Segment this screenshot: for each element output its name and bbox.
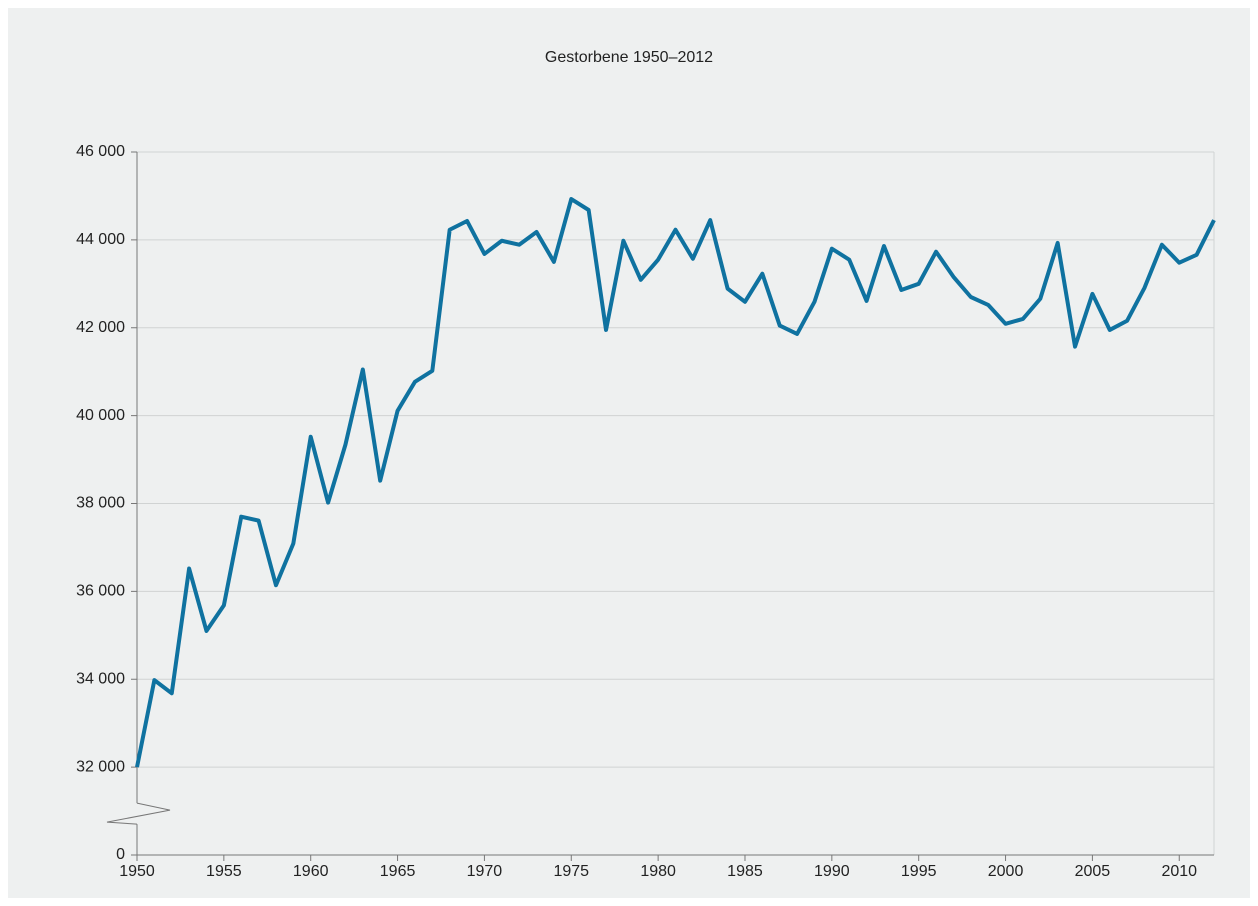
y-tick-label: 36 000 <box>76 583 125 600</box>
y-tick-label: 46 000 <box>76 143 125 160</box>
data-line <box>135 197 1216 768</box>
x-tick-label: 2010 <box>1161 863 1197 880</box>
axes: 0 32 000 34 000 36 000 38 000 40 000 42 000 44 … <box>76 143 1214 880</box>
x-tick-label: 1970 <box>467 863 503 880</box>
y-tick-label: 40 000 <box>76 407 125 424</box>
y-tick-label: 42 000 <box>76 319 125 336</box>
x-tick-label: 2005 <box>1075 863 1111 880</box>
grid <box>137 151 1214 768</box>
chart-title: Gestorbene 1950–2012 <box>545 49 713 66</box>
x-tick-label: 1985 <box>727 863 763 880</box>
y-tick-label: 44 000 <box>76 231 125 248</box>
x-tick-label: 1950 <box>119 863 155 880</box>
x-tick-label: 1975 <box>553 863 589 880</box>
x-tick-label: 1960 <box>293 863 329 880</box>
y-tick-label: 0 <box>116 846 125 863</box>
x-tick-label: 1980 <box>640 863 676 880</box>
axis-break <box>106 802 171 825</box>
y-tick-label: 38 000 <box>76 495 125 512</box>
y-tick-label: 32 000 <box>76 758 125 775</box>
x-tick-label: 1995 <box>901 863 937 880</box>
x-tick-label: 1965 <box>380 863 416 880</box>
y-tick-label: 34 000 <box>76 670 125 687</box>
x-tick-label: 2000 <box>988 863 1024 880</box>
x-tick-label: 1955 <box>206 863 242 880</box>
chart-background <box>8 8 1250 898</box>
x-tick-label: 1990 <box>814 863 850 880</box>
